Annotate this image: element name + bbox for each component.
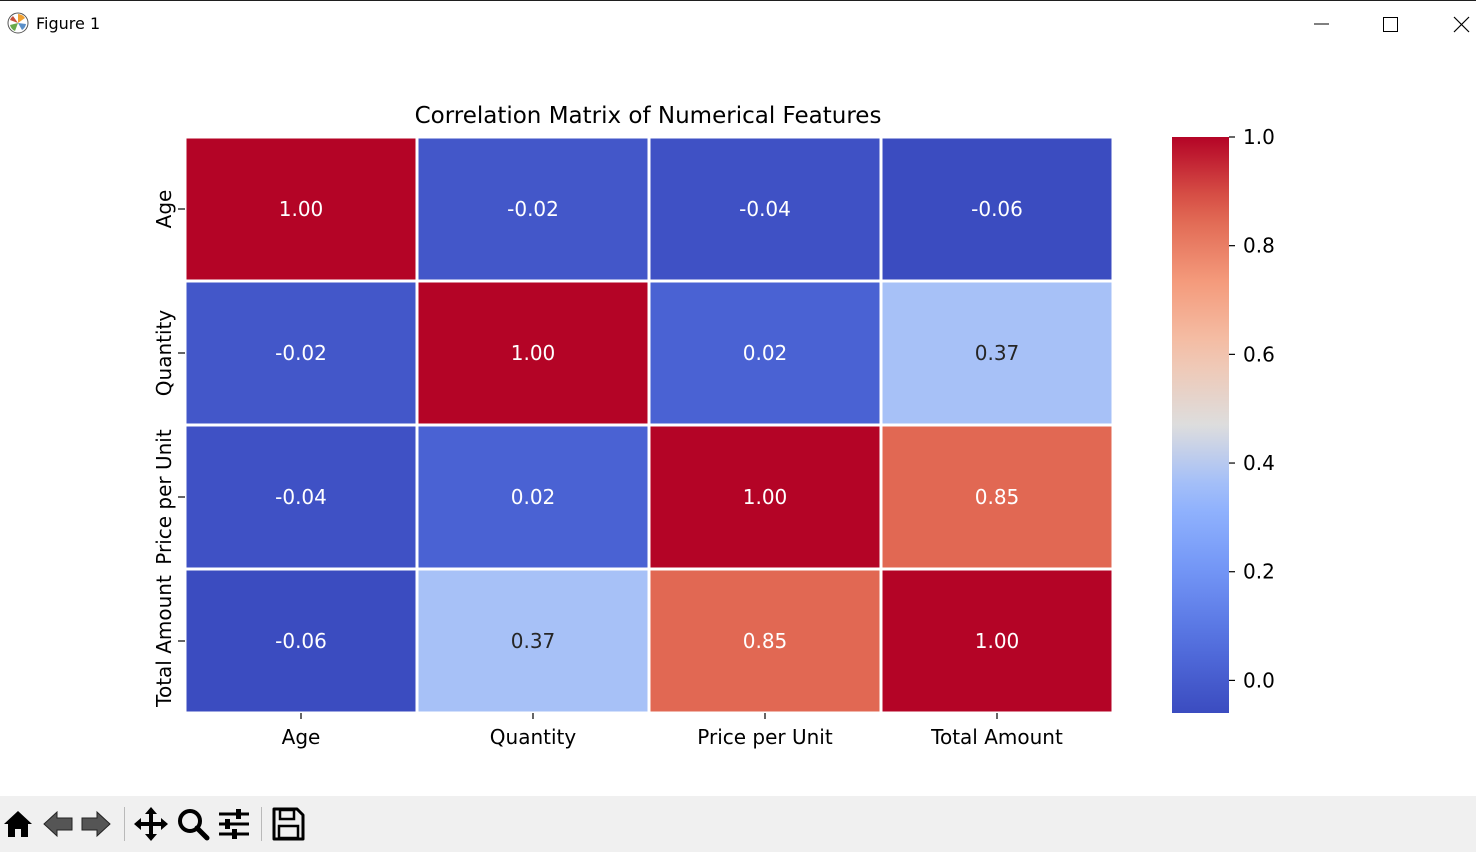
cell-value-label: 0.85 bbox=[975, 485, 1020, 509]
x-tick-label: Price per Unit bbox=[697, 725, 833, 749]
window-top-border bbox=[0, 0, 1476, 1]
cell-value-label: 1.00 bbox=[279, 197, 324, 221]
zoom-magnifier-icon bbox=[178, 809, 210, 841]
chart-title: Correlation Matrix of Numerical Features bbox=[415, 103, 882, 129]
x-axis: Age Quantity Price per Unit Total Amount bbox=[282, 713, 1063, 749]
pan-button[interactable] bbox=[133, 804, 169, 844]
y-tick-label: Age bbox=[152, 190, 176, 229]
home-button[interactable] bbox=[0, 804, 36, 844]
cell-value-label: 0.02 bbox=[743, 341, 788, 365]
heatmap-cell bbox=[647, 423, 883, 571]
close-button[interactable] bbox=[1432, 2, 1476, 46]
cell-value-label: 1.00 bbox=[511, 341, 556, 365]
save-button[interactable] bbox=[270, 804, 306, 844]
cell-value-label: 0.02 bbox=[511, 485, 556, 509]
y-tick-label: Total Amount bbox=[152, 575, 176, 708]
maximize-button[interactable] bbox=[1361, 2, 1419, 46]
pan-move-icon bbox=[134, 807, 168, 841]
home-icon bbox=[4, 811, 32, 837]
cell-value-label: -0.04 bbox=[275, 485, 327, 509]
colorbar bbox=[1172, 137, 1229, 713]
heatmap-cell bbox=[415, 135, 651, 283]
colorbar-tick-label: 1.0 bbox=[1243, 125, 1275, 149]
heatmap-cell bbox=[183, 423, 419, 571]
heatmap-cell bbox=[879, 279, 1115, 427]
back-arrow-icon bbox=[43, 810, 73, 838]
cell-value-label: -0.02 bbox=[275, 341, 327, 365]
colorbar-tick-label: 0.8 bbox=[1243, 234, 1275, 258]
forward-button[interactable] bbox=[78, 804, 114, 844]
y-tick-label: Quantity bbox=[152, 310, 176, 397]
window-titlebar[interactable]: Figure 1 bbox=[0, 1, 1476, 47]
colorbar-tick-label: 0.4 bbox=[1243, 451, 1275, 475]
minimize-icon bbox=[1314, 23, 1329, 25]
configure-subplots-icon bbox=[219, 809, 249, 839]
configure-subplots-button[interactable] bbox=[216, 804, 252, 844]
cell-value-label: -0.06 bbox=[275, 629, 327, 653]
cell-value-label: 1.00 bbox=[975, 629, 1020, 653]
y-tick-label: Price per Unit bbox=[152, 429, 176, 565]
cell-value-label: 1.00 bbox=[743, 485, 788, 509]
heatmap-cell bbox=[879, 567, 1115, 715]
heatmap-cell bbox=[647, 567, 883, 715]
colorbar-tick-label: 0.2 bbox=[1243, 560, 1275, 584]
cell-value-label: 0.37 bbox=[975, 341, 1020, 365]
zoom-button[interactable] bbox=[175, 804, 211, 844]
x-tick-label: Age bbox=[282, 725, 321, 749]
x-tick-label: Quantity bbox=[490, 725, 577, 749]
back-button[interactable] bbox=[40, 804, 76, 844]
minimize-button[interactable] bbox=[1292, 2, 1350, 46]
heatmap-cell bbox=[879, 423, 1115, 571]
heatmap-cell bbox=[647, 135, 883, 283]
heatmap-grid: 1.00 -0.02 -0.04 -0.06 -0.02 1.00 0.02 0.37 -0.0… bbox=[183, 135, 1115, 715]
toolbar-separator bbox=[124, 807, 125, 841]
forward-arrow-icon bbox=[81, 810, 111, 838]
heatmap-cell bbox=[879, 135, 1115, 283]
cell-value-label: -0.04 bbox=[739, 197, 791, 221]
colorbar-axis: 0.0 0.2 0.4 0.6 0.8 1.0 bbox=[1229, 125, 1275, 692]
cell-value-label: -0.06 bbox=[971, 197, 1023, 221]
window-title: Figure 1 bbox=[36, 14, 101, 33]
y-axis: Age Quantity Price per Unit Total Amount bbox=[152, 190, 185, 708]
cell-value-label: -0.02 bbox=[507, 197, 559, 221]
toolbar-separator bbox=[261, 807, 262, 841]
cell-value-label: 0.85 bbox=[743, 629, 788, 653]
figure-canvas: Correlation Matrix of Numerical Features… bbox=[152, 103, 1275, 749]
heatmap-cell bbox=[415, 279, 651, 427]
close-icon bbox=[1453, 16, 1470, 33]
x-tick-label: Total Amount bbox=[930, 725, 1063, 749]
navigation-toolbar bbox=[0, 796, 1476, 852]
maximize-icon bbox=[1383, 17, 1398, 32]
colorbar-tick-label: 0.6 bbox=[1243, 342, 1275, 366]
cell-value-label: 0.37 bbox=[511, 629, 556, 653]
colorbar-tick-label: 0.0 bbox=[1243, 668, 1275, 692]
matplotlib-app-icon bbox=[7, 12, 29, 34]
save-floppy-icon bbox=[272, 807, 305, 841]
heatmap-cell bbox=[647, 279, 883, 427]
